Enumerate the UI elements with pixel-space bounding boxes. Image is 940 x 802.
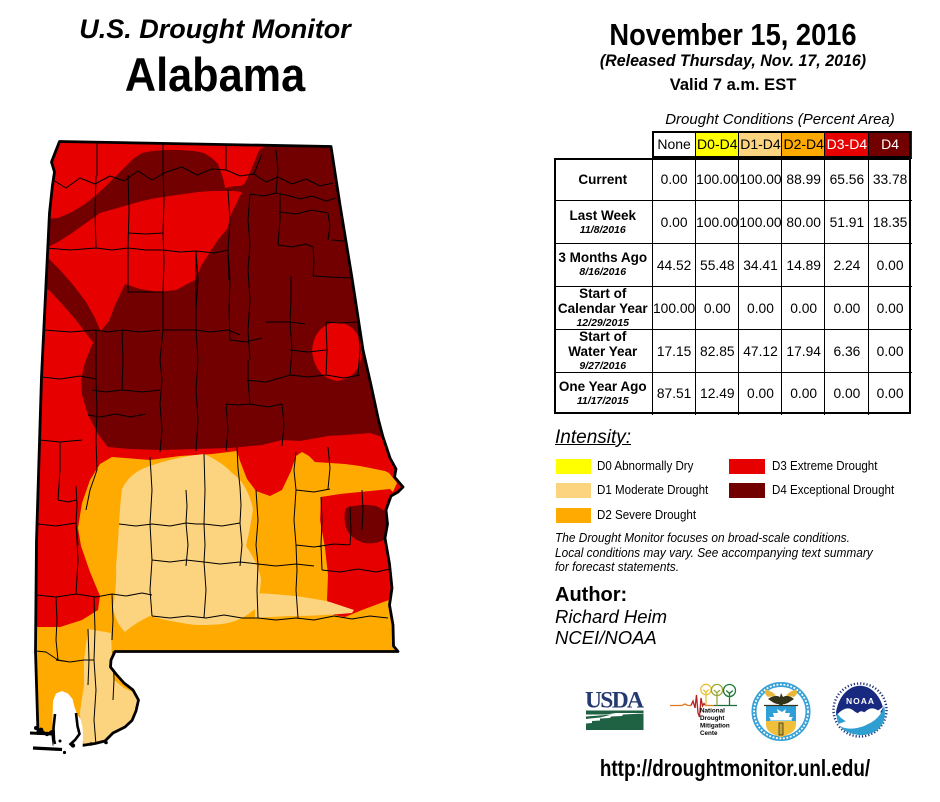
svg-text:National: National [700, 708, 725, 715]
svg-text:USDA: USDA [585, 688, 644, 714]
svg-text:Cente: Cente [700, 730, 718, 737]
svg-text:Mitigation: Mitigation [700, 723, 730, 730]
svg-text:Drought: Drought [700, 715, 725, 722]
svg-text:NOAA: NOAA [846, 696, 874, 706]
